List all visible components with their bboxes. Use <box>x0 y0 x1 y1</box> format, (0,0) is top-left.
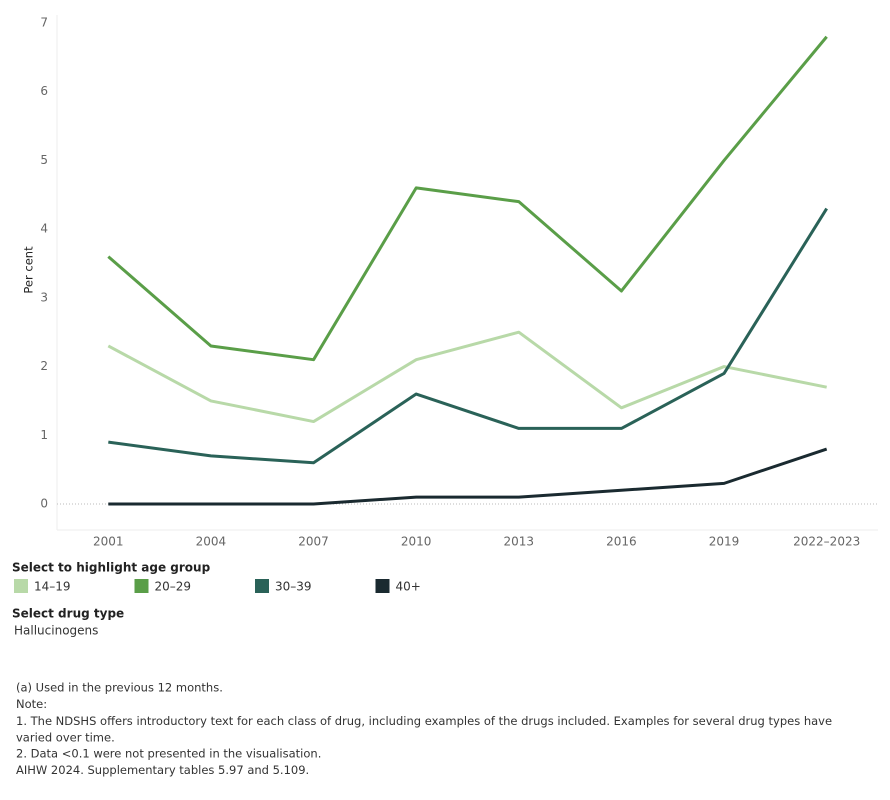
legend-label[interactable]: 40+ <box>396 580 421 594</box>
y-tick-label: 5 <box>40 153 48 167</box>
x-tick-label: 2004 <box>196 535 227 549</box>
y-tick-label: 2 <box>40 359 48 373</box>
x-tick-label: 2007 <box>298 535 329 549</box>
y-axis-label: Per cent <box>22 246 36 294</box>
y-tick-label: 3 <box>40 290 48 304</box>
x-tick-label: 2010 <box>401 535 432 549</box>
legend-title: Select to highlight age group <box>12 561 211 575</box>
legend-swatch[interactable] <box>375 579 390 593</box>
x-tick-label: 2013 <box>504 535 535 549</box>
legend-swatch[interactable] <box>134 579 149 593</box>
y-tick-label: 7 <box>40 16 48 30</box>
note: (a) Used in the previous 12 months. <box>16 681 223 695</box>
legend-label[interactable]: 20–29 <box>155 580 192 594</box>
legend-swatch[interactable] <box>255 579 269 593</box>
control-value[interactable]: Hallucinogens <box>14 624 98 638</box>
series-line <box>108 207 828 465</box>
x-tick-label: 2016 <box>606 535 637 549</box>
note: 2. Data <0.1 were not presented in the v… <box>16 747 321 761</box>
series-line <box>108 447 828 506</box>
legend-label[interactable]: 14–19 <box>34 580 71 594</box>
control-label: Select drug type <box>12 607 124 621</box>
note: 1. The NDSHS offers introductory text fo… <box>16 714 832 745</box>
series-line <box>107 330 827 424</box>
x-tick-label: 2022–2023 <box>793 535 860 549</box>
legend-swatch[interactable] <box>14 579 28 593</box>
y-tick-label: 1 <box>40 428 48 442</box>
note: Note: <box>16 697 47 711</box>
series-line <box>107 35 828 362</box>
y-tick-label: 4 <box>40 222 48 236</box>
x-tick-label: 2019 <box>709 535 740 549</box>
note: AIHW 2024. Supplementary tables 5.97 and… <box>16 763 309 777</box>
y-tick-label: 0 <box>40 497 48 511</box>
legend-label[interactable]: 30–39 <box>275 580 312 594</box>
y-tick-label: 6 <box>40 84 48 98</box>
x-tick-label: 2001 <box>93 535 124 549</box>
